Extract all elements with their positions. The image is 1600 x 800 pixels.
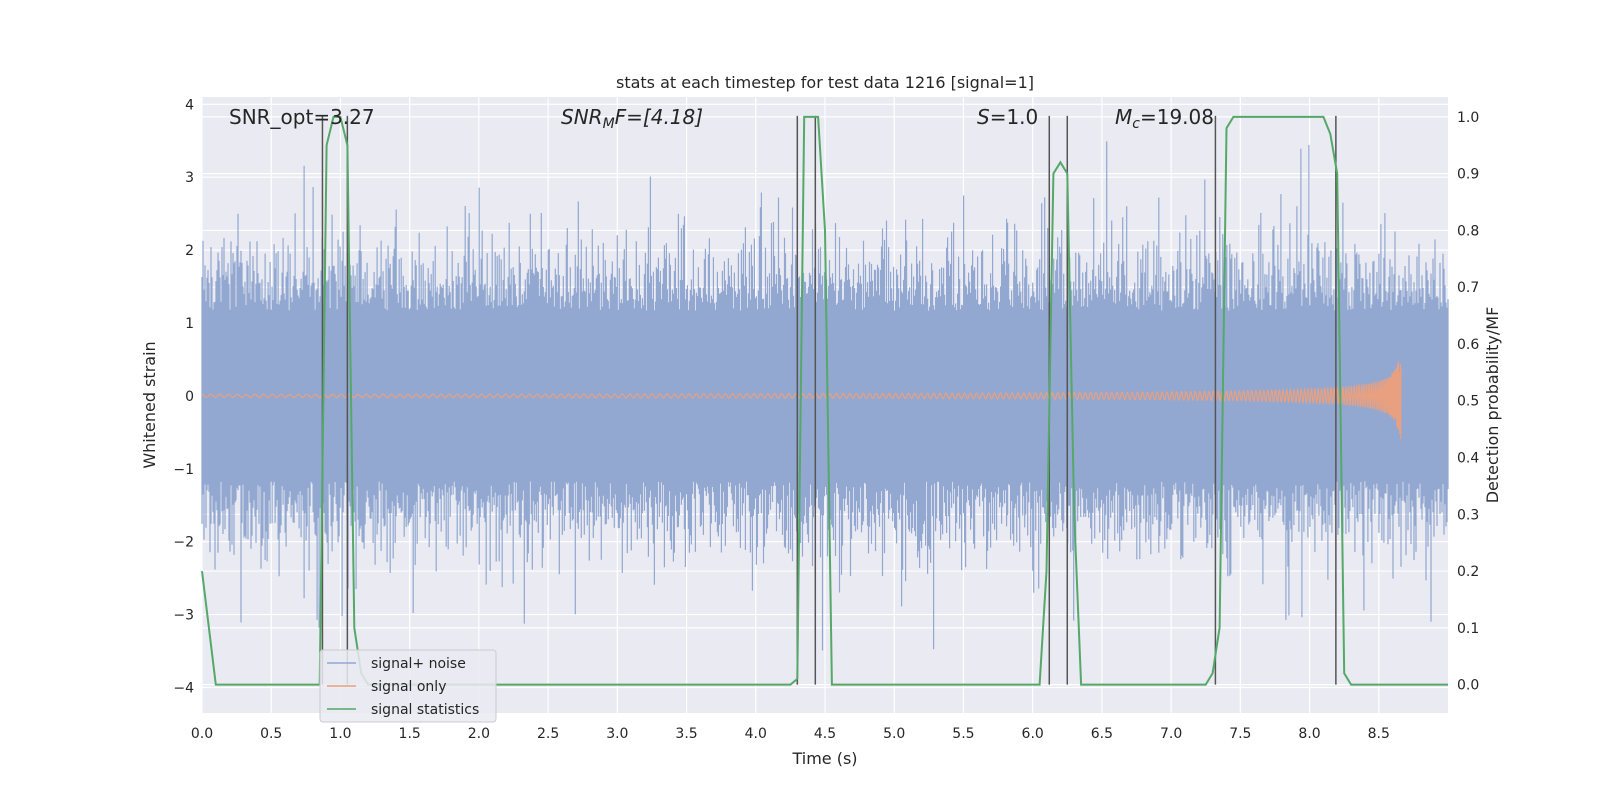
y-left-tick-label: −2 xyxy=(173,535,194,551)
x-tick-label: 2.0 xyxy=(468,726,490,742)
y-right-tick-label: 0.8 xyxy=(1457,223,1479,239)
y-right-tick-label: 0.2 xyxy=(1457,564,1479,580)
statistics-trace xyxy=(201,115,1448,686)
y-right-tick-label: 0.5 xyxy=(1457,394,1479,410)
y-left-tick-label: −3 xyxy=(173,608,194,624)
y-left-tick-label: 2 xyxy=(185,243,194,259)
y-right-tick-label: 0.4 xyxy=(1457,451,1479,467)
annotation-s-main: S xyxy=(977,105,990,129)
x-tick-label: 0.0 xyxy=(191,726,213,742)
signal-statistics-series xyxy=(201,115,1448,686)
y-right-tick-label: 0.3 xyxy=(1457,507,1479,523)
legend: signal+ noise signal only signal statist… xyxy=(319,649,497,723)
x-tick-label: 8.0 xyxy=(1298,726,1320,742)
signal-noise-series xyxy=(201,141,1449,651)
y-right-tick-label: 0.6 xyxy=(1457,337,1479,353)
chart-title: stats at each timestep for test data 121… xyxy=(616,73,1034,92)
annotation-s-rest: =1.0 xyxy=(990,105,1039,129)
x-tick-label: 1.0 xyxy=(329,726,351,742)
x-tick-label: 3.0 xyxy=(606,726,628,742)
y-left-axis-label: Whitened strain xyxy=(140,341,159,468)
annotation-snr-mf-main: SNR xyxy=(561,105,603,129)
x-tick-label: 5.0 xyxy=(883,726,905,742)
x-tick-label: 3.5 xyxy=(675,726,697,742)
x-tick-label: 8.5 xyxy=(1368,726,1390,742)
annotation-snr-mf-rest: F=[4.18] xyxy=(615,105,703,129)
x-tick-label: 5.5 xyxy=(952,726,974,742)
x-tick-label: 6.5 xyxy=(1091,726,1113,742)
y-left-tick-label: 3 xyxy=(185,170,194,186)
y-right-tick-label: 0.7 xyxy=(1457,280,1479,296)
annotation-mc: Mc=19.08 xyxy=(1115,105,1214,132)
x-tick-label: 7.5 xyxy=(1229,726,1251,742)
signal-only-series xyxy=(202,361,1403,440)
annotation-snr-mf: SNRMF=[4.18] xyxy=(561,105,703,132)
y-right-axis-ticks: 0.0 0.1 0.2 0.3 0.4 0.5 0.6 0.7 0.8 0.9 1.0 xyxy=(1457,110,1479,694)
x-tick-label: 7.0 xyxy=(1160,726,1182,742)
chirp-trace xyxy=(202,361,1403,440)
x-tick-label: 1.5 xyxy=(399,726,421,742)
annotation-snr-opt: SNR_opt=3.27 xyxy=(229,105,375,129)
y-left-tick-label: 4 xyxy=(185,97,194,113)
x-axis-ticks: 0.0 0.5 1.0 1.5 2.0 2.5 3.0 3.5 4.0 4.5 5.0 5.5 6.0 6… xyxy=(191,726,1390,742)
legend-label-noise: signal+ noise xyxy=(371,656,466,672)
legend-box xyxy=(319,649,497,723)
y-left-tick-label: −1 xyxy=(173,462,194,478)
legend-label-signal: signal only xyxy=(371,679,446,695)
x-tick-label: 0.5 xyxy=(260,726,282,742)
y-left-tick-label: −4 xyxy=(173,680,194,696)
y-right-tick-label: 0.1 xyxy=(1457,621,1479,637)
y-right-axis-label: Detection probability/MF xyxy=(1483,307,1502,504)
y-right-tick-label: 0.0 xyxy=(1457,678,1479,694)
legend-label-stats: signal statistics xyxy=(371,702,479,718)
y-right-tick-label: 0.9 xyxy=(1457,167,1479,183)
x-tick-label: 4.0 xyxy=(745,726,767,742)
annotation-mc-sub: c xyxy=(1132,116,1140,132)
y-right-tick-label: 1.0 xyxy=(1457,110,1479,126)
x-tick-label: 2.5 xyxy=(537,726,559,742)
annotation-mc-rest: =19.08 xyxy=(1140,105,1214,129)
x-tick-label: 4.5 xyxy=(814,726,836,742)
annotation-mc-main: M xyxy=(1115,105,1132,129)
annotation-s: S=1.0 xyxy=(977,105,1038,129)
y-left-tick-label: 1 xyxy=(185,316,194,332)
y-left-tick-label: 0 xyxy=(185,389,194,405)
x-axis-label: Time (s) xyxy=(791,749,857,768)
noise-trace xyxy=(201,141,1449,651)
y-left-axis-ticks: −4 −3 −2 −1 0 1 2 3 4 xyxy=(173,97,194,696)
annotation-snr-mf-sub: M xyxy=(603,116,615,132)
x-tick-label: 6.0 xyxy=(1022,726,1044,742)
